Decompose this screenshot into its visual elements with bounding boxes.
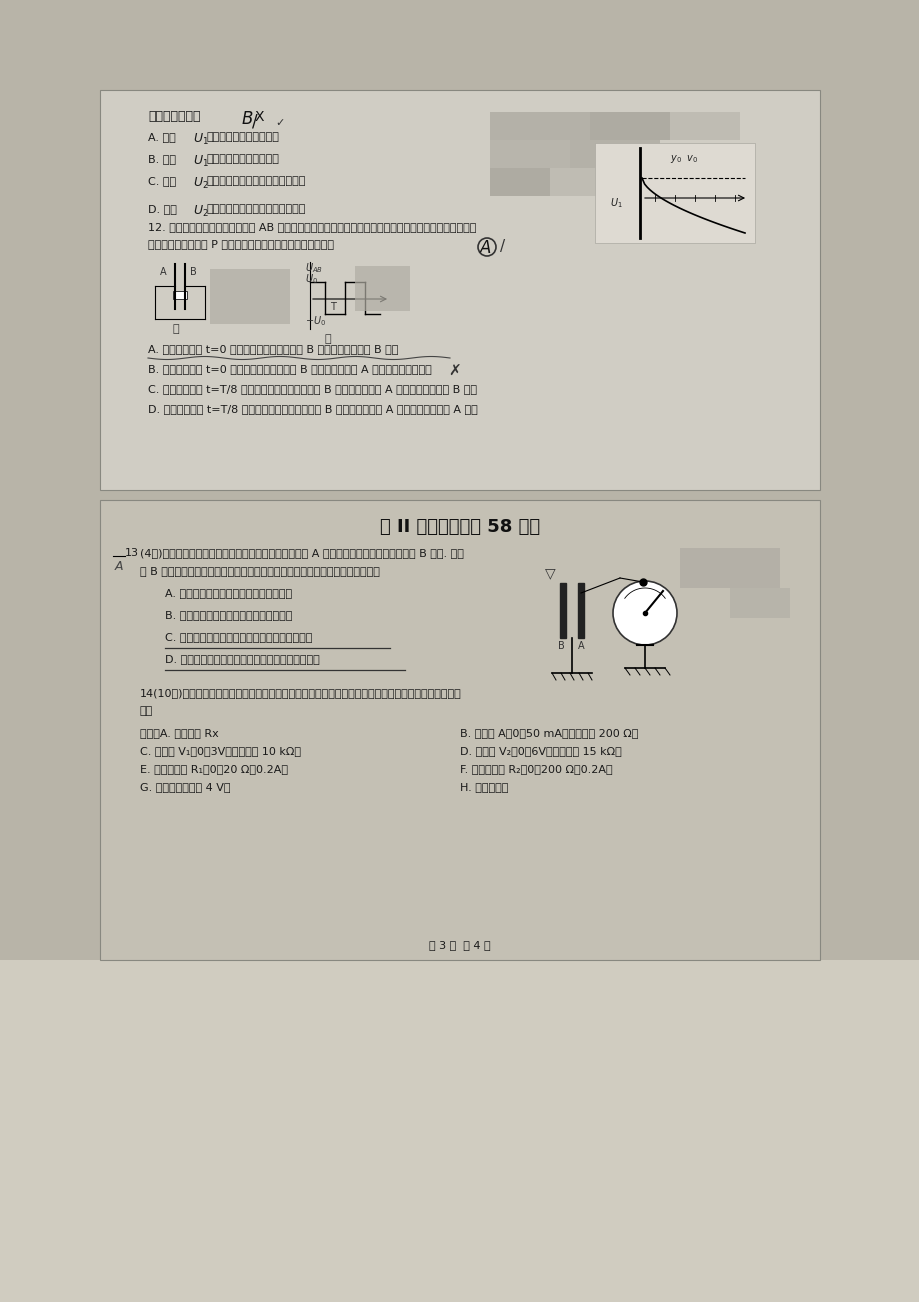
Text: F. 滑动变阻器 R₂（0～200 Ω，0.2A）: F. 滑动变阻器 R₂（0～200 Ω，0.2A） <box>460 764 612 773</box>
Bar <box>173 292 187 299</box>
Text: G. 学生电源（直流 4 V）: G. 学生电源（直流 4 V） <box>140 783 231 792</box>
Text: ，电子一定能从水平金属板间射出: ，电子一定能从水平金属板间射出 <box>207 176 306 186</box>
Bar <box>679 548 779 589</box>
Text: D. 若带电粒子在 t=T/8 时刻进入的，它可能时而向 B 板运动，时而向 A 板运动，最终打在 A 板上: D. 若带电粒子在 t=T/8 时刻进入的，它可能时而向 B 板运动，时而向 A… <box>148 404 477 414</box>
Text: A: A <box>577 641 584 651</box>
Text: B: B <box>190 267 197 277</box>
Bar <box>560 583 565 638</box>
Text: 13: 13 <box>125 548 139 559</box>
Text: 甲: 甲 <box>173 324 179 335</box>
Bar <box>577 583 584 638</box>
Text: ✓: ✓ <box>275 118 284 128</box>
Text: 第 II 卷（非选择题 58 分）: 第 II 卷（非选择题 58 分） <box>380 518 539 536</box>
Text: $U_{AB}$: $U_{AB}$ <box>305 260 323 275</box>
Text: C. 极板上的电荷量几乎不变，两极间的电压变小: C. 极板上的电荷量几乎不变，两极间的电压变小 <box>165 631 312 642</box>
Text: B. 若带电粒子在 t=0 时刻释放，它将时而向 B 板运动，时而向 A 运动，不会打到板上: B. 若带电粒子在 t=0 时刻释放，它将时而向 B 板运动，时而向 A 运动，… <box>148 365 431 374</box>
Text: B: B <box>242 109 253 128</box>
Text: E. 滑动变阻器 R₁（0～20 Ω，0.2A）: E. 滑动变阻器 R₁（0～20 Ω，0.2A） <box>140 764 288 773</box>
Text: (4分)在图所示的实验装置中，充电后的平行板电容器的 A 极板与灵敏的静电计相接，极板 B 接地. 若极: (4分)在图所示的实验装置中，充电后的平行板电容器的 A 极板与灵敏的静电计相接… <box>140 548 463 559</box>
Text: A: A <box>115 560 123 573</box>
Bar <box>550 168 650 197</box>
Bar <box>669 112 739 141</box>
Bar <box>595 143 754 243</box>
Circle shape <box>612 581 676 644</box>
Text: B. 减小: B. 减小 <box>148 154 176 164</box>
Bar <box>355 266 410 311</box>
Text: 板 B 朝上移动一点，由观察到静电计指针的变化，作出电容器电容变小的依据是: 板 B 朝上移动一点，由观察到静电计指针的变化，作出电容器电容变小的依据是 <box>140 566 380 575</box>
Bar <box>100 90 819 490</box>
Bar <box>490 112 589 141</box>
Text: B. 两极间的电压不变，极板上电荷量变大: B. 两极间的电压不变，极板上电荷量变大 <box>165 611 292 620</box>
Text: A. 增大: A. 增大 <box>148 132 176 142</box>
Text: T: T <box>330 302 335 312</box>
Text: C. 减小: C. 减小 <box>148 176 176 186</box>
Text: $-U_0$: $-U_0$ <box>305 314 326 328</box>
Text: A. 若带电粒子在 t=0 时刻释放，它将一直向着 B 板运动，最终贴在 B 板上: A. 若带电粒子在 t=0 时刻释放，它将一直向着 B 板运动，最终贴在 B 板… <box>148 344 398 354</box>
Text: 14(10分)：某物理实验小组用下列器材进行实验描绘一种特殊元件的伏安特性曲线，所测数据记录在表格: 14(10分)：某物理实验小组用下列器材进行实验描绘一种特殊元件的伏安特性曲线，… <box>140 687 461 698</box>
Text: /: / <box>499 240 505 254</box>
Bar <box>570 141 659 168</box>
Bar <box>100 500 819 960</box>
Text: ，电子一定打在金属板上: ，电子一定打在金属板上 <box>207 132 279 142</box>
Text: D. 增大: D. 增大 <box>148 204 176 214</box>
Text: B: B <box>558 641 564 651</box>
Text: C. 电压表 V₁（0～3V，内阻约为 10 kΩ）: C. 电压表 V₁（0～3V，内阻约为 10 kΩ） <box>140 746 301 756</box>
Bar <box>490 168 550 197</box>
Text: 乙: 乙 <box>324 335 331 344</box>
Text: D. 电压表 V₂（0～6V，内阻约为 15 kΩ）: D. 电压表 V₂（0～6V，内阻约为 15 kΩ） <box>460 746 621 756</box>
Text: /: / <box>252 112 257 130</box>
Text: $U_1$: $U_1$ <box>193 154 209 169</box>
Text: $U_2$: $U_2$ <box>193 176 209 191</box>
Text: A: A <box>480 240 491 256</box>
Text: $U_2$: $U_2$ <box>193 204 209 219</box>
Text: H. 开关及导线: H. 开关及导线 <box>460 783 508 792</box>
Text: 粒子在两板的正中间 P 处无初速度释放，题下列说法正确的是: 粒子在两板的正中间 P 处无初速度释放，题下列说法正确的是 <box>148 240 334 249</box>
Text: A: A <box>160 267 166 277</box>
Text: 器材：A. 待测元件 Rx: 器材：A. 待测元件 Rx <box>140 728 219 738</box>
Text: 设法正确的是（: 设法正确的是（ <box>148 109 200 122</box>
Bar <box>589 112 669 141</box>
Text: ▽: ▽ <box>544 566 555 579</box>
Text: 第 3 页  共 4 页: 第 3 页 共 4 页 <box>429 940 490 950</box>
Text: X: X <box>255 109 265 124</box>
Text: A. 两极间的电压不变，极板上电荷量变小: A. 两极间的电压不变，极板上电荷量变小 <box>165 589 292 598</box>
Text: 12. 如图所示，两平行正对金属板 AB 间加有如图乙所示的交变电压，某时刻，将一重力可忽略不计的带电: 12. 如图所示，两平行正对金属板 AB 间加有如图乙所示的交变电压，某时刻，将… <box>148 223 476 232</box>
Bar <box>210 270 289 324</box>
Text: $y_0$  $v_0$: $y_0$ $v_0$ <box>669 154 698 165</box>
Bar <box>729 589 789 618</box>
Bar <box>0 960 919 1302</box>
Text: B. 电流表 A（0～50 mA，内阻约为 200 Ω）: B. 电流表 A（0～50 mA，内阻约为 200 Ω） <box>460 728 638 738</box>
Bar <box>490 141 570 168</box>
Text: $U_1$: $U_1$ <box>193 132 209 147</box>
Text: ，电子一定打在金属板上: ，电子一定打在金属板上 <box>207 154 279 164</box>
Text: D. 极板上的电荷量几乎不变，两极间的电压变大，: D. 极板上的电荷量几乎不变，两极间的电压变大， <box>165 654 320 664</box>
Text: $U_0$: $U_0$ <box>305 272 318 286</box>
Text: ✗: ✗ <box>448 365 460 379</box>
Text: ，电子一定能从水平金属板间射出: ，电子一定能从水平金属板间射出 <box>207 204 306 214</box>
Text: $U_1$: $U_1$ <box>609 197 622 210</box>
Text: C. 若带电粒子在 t=T/8 时刻进入的，它可能时而向 B 板运动，时而向 A 板运动，最终打在 B 板上: C. 若带电粒子在 t=T/8 时刻进入的，它可能时而向 B 板运动，时而向 A… <box>148 384 476 395</box>
Text: 中。: 中。 <box>140 706 153 716</box>
